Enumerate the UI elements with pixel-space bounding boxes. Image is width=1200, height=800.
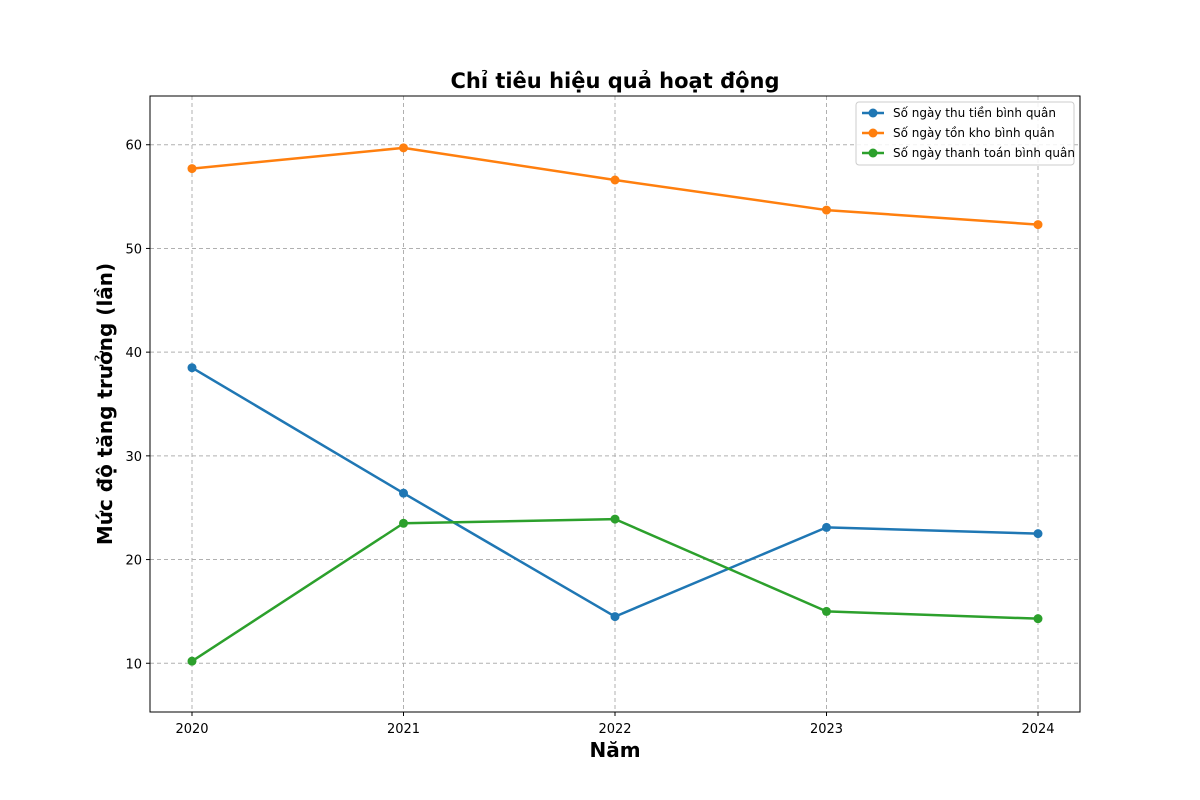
ticks: 10 20 30 40 50 60 2020 2021 2022 2023 2024 bbox=[125, 139, 1054, 737]
legend-swatch-marker bbox=[868, 108, 878, 118]
legend-box bbox=[855, 101, 1075, 166]
x-tick-label: 2023 bbox=[810, 722, 843, 737]
data-point bbox=[399, 488, 408, 498]
data-point bbox=[187, 656, 197, 666]
data-point bbox=[1033, 529, 1043, 539]
data-point bbox=[822, 205, 831, 215]
chart-title: Chỉ tiêu hiệu quả hoạt động bbox=[450, 69, 779, 93]
y-tick-label: 60 bbox=[125, 139, 142, 154]
series-1 bbox=[187, 363, 1043, 622]
data-point bbox=[610, 175, 620, 185]
x-tick-label: 2022 bbox=[598, 722, 631, 737]
legend-label: Số ngày thu tiền bình quân bbox=[893, 106, 1056, 120]
legend: Số ngày thu tiền bình quân Số ngày tồn kh… bbox=[855, 101, 1075, 166]
data-point bbox=[822, 606, 831, 616]
data-point bbox=[822, 522, 831, 532]
grid bbox=[150, 96, 1080, 712]
legend-label: Số ngày tồn kho bình quân bbox=[893, 126, 1055, 140]
y-tick-label: 30 bbox=[125, 450, 142, 465]
data-point bbox=[399, 143, 408, 153]
data-point bbox=[187, 164, 197, 174]
y-tick-label: 50 bbox=[125, 242, 142, 257]
data-point bbox=[399, 518, 408, 528]
series-2 bbox=[187, 143, 1043, 230]
data-point bbox=[187, 363, 197, 373]
x-tick-label: 2021 bbox=[387, 722, 420, 737]
x-axis-label: Năm bbox=[589, 738, 640, 762]
legend-label: Số ngày thanh toán bình quân bbox=[893, 146, 1075, 160]
legend-item: Số ngày thanh toán bình quân bbox=[862, 146, 1075, 160]
data-point bbox=[1033, 220, 1043, 230]
legend-item: Số ngày tồn kho bình quân bbox=[862, 126, 1055, 140]
data-point bbox=[610, 514, 620, 524]
legend-item: Số ngày thu tiền bình quân bbox=[862, 106, 1056, 120]
legend-swatch-marker bbox=[868, 148, 878, 158]
y-tick-label: 10 bbox=[125, 657, 142, 672]
y-tick-label: 40 bbox=[125, 346, 142, 361]
series-3 bbox=[187, 514, 1043, 666]
x-tick-label: 2024 bbox=[1021, 722, 1054, 737]
data-point bbox=[1033, 614, 1043, 624]
legend-swatch-marker bbox=[868, 128, 878, 138]
x-tick-label: 2020 bbox=[175, 722, 208, 737]
y-axis-label: Mức độ tăng trưởng (lần) bbox=[93, 263, 117, 545]
y-tick-label: 20 bbox=[125, 554, 142, 569]
series-layer bbox=[187, 143, 1043, 666]
data-point bbox=[610, 612, 620, 622]
